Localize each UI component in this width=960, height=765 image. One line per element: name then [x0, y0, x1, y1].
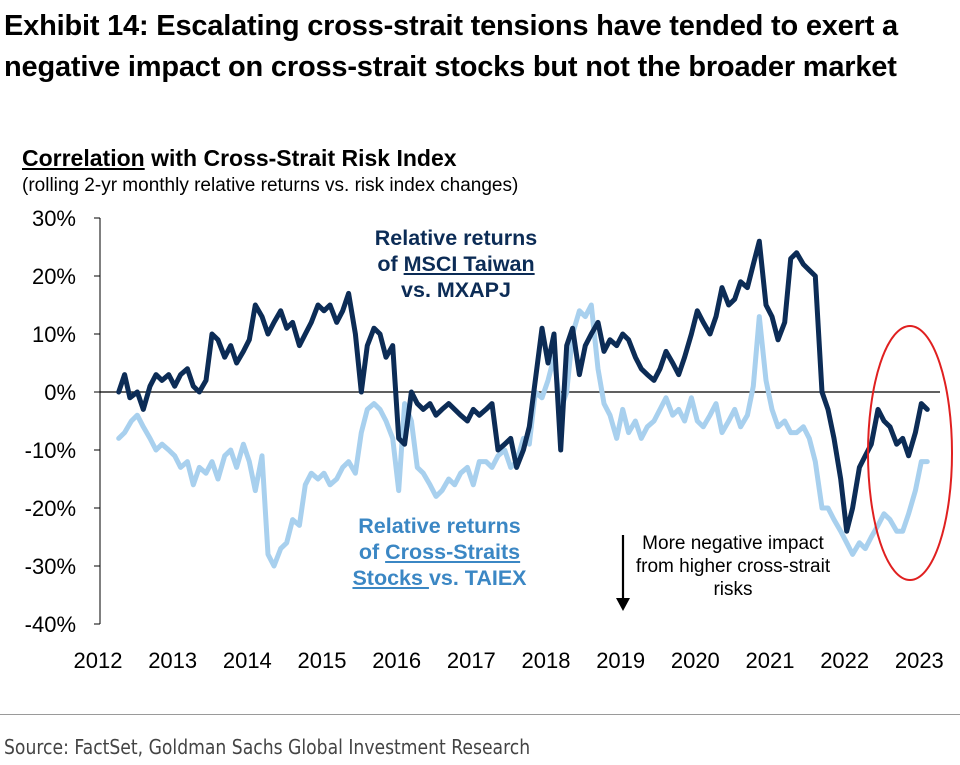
impact-note: More negative impact from higher cross-s…: [635, 533, 831, 600]
y-tick-label: -20%: [25, 496, 76, 521]
x-tick-label: 2018: [522, 648, 571, 673]
down-arrow: [616, 535, 630, 611]
x-tick-label: 2023: [895, 648, 944, 673]
x-tick-label: 2021: [746, 648, 795, 673]
chart-title: Correlation with Cross-Strait Risk Index: [22, 145, 457, 172]
annotation-msci-taiwan-line1: Relative returns: [374, 226, 538, 250]
annotation-msci-taiwan: Relative returns of MSCI Taiwan vs. MXAP…: [345, 225, 567, 303]
y-tick-label: 30%: [32, 206, 76, 231]
annotation-cross-straits: Relative returns of Cross-Straits Stocks…: [322, 513, 557, 591]
x-tick-label: 2012: [74, 648, 123, 673]
annotation-cross-straits-rest: vs. TAIEX: [428, 566, 527, 590]
annotation-cross-straits-underlined: Cross-Straits: [385, 540, 521, 564]
annotation-cross-straits-line1: Relative returns: [358, 514, 521, 538]
annotation-cross-straits-prefix: of: [358, 540, 386, 564]
chart-subtitle: (rolling 2-yr monthly relative returns v…: [22, 175, 519, 196]
annotation-msci-taiwan-line2: of MSCI Taiwan: [345, 251, 567, 277]
y-tick-label: 0%: [44, 380, 76, 405]
annotation-msci-taiwan-prefix: of: [377, 252, 404, 276]
x-tick-label: 2016: [372, 648, 421, 673]
annotation-msci-taiwan-line3: vs. MXAPJ: [401, 278, 511, 302]
line-chart: 30% 20% 10% 0% -10% -20% -30% -40% 2012 2013 2014 2…: [25, 206, 953, 673]
series-line-msci-taiwan: [116, 238, 930, 534]
x-tick-label: 2015: [298, 648, 347, 673]
x-tick-label: 2020: [671, 648, 720, 673]
highlight-ellipse: [867, 325, 953, 581]
chart-title-rest: with Cross-Strait Risk Index: [144, 145, 457, 171]
annotation-cross-straits-underlined-2: Stocks: [352, 566, 429, 590]
x-tick-label: 2013: [148, 648, 197, 673]
y-tick-label: -10%: [25, 438, 76, 463]
series-line-cross-straits: [116, 302, 930, 569]
chart-title-underlined: Correlation: [22, 145, 145, 171]
x-tick-label: 2019: [596, 648, 645, 673]
y-tick-label: 20%: [32, 264, 76, 289]
annotation-cross-straits-line3: Stocks vs. TAIEX: [322, 565, 557, 591]
y-tick-label: -40%: [25, 612, 76, 637]
annotation-msci-taiwan-underlined: MSCI Taiwan: [403, 252, 535, 276]
y-tick-label: 10%: [32, 322, 76, 347]
chart-tick-labels: 30% 20% 10% 0% -10% -20% -30% -40% 2012 2013 2014 2…: [25, 206, 944, 673]
chart-series-layer: [116, 238, 930, 569]
x-tick-label: 2014: [223, 648, 272, 673]
source-note: Source: FactSet, Goldman Sachs Global In…: [4, 735, 531, 759]
chart-axes: [94, 217, 940, 625]
annotation-cross-straits-line2: of Cross-Straits: [322, 539, 557, 565]
x-tick-label: 2017: [447, 648, 496, 673]
y-tick-label: -30%: [25, 554, 76, 579]
source-divider: [0, 714, 960, 715]
x-tick-label: 2022: [820, 648, 869, 673]
exhibit-title: Exhibit 14: Escalating cross-strait tens…: [4, 10, 898, 83]
